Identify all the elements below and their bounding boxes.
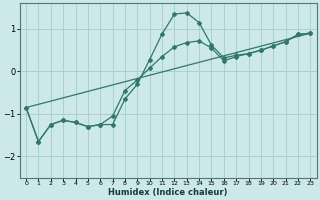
X-axis label: Humidex (Indice chaleur): Humidex (Indice chaleur) xyxy=(108,188,228,197)
